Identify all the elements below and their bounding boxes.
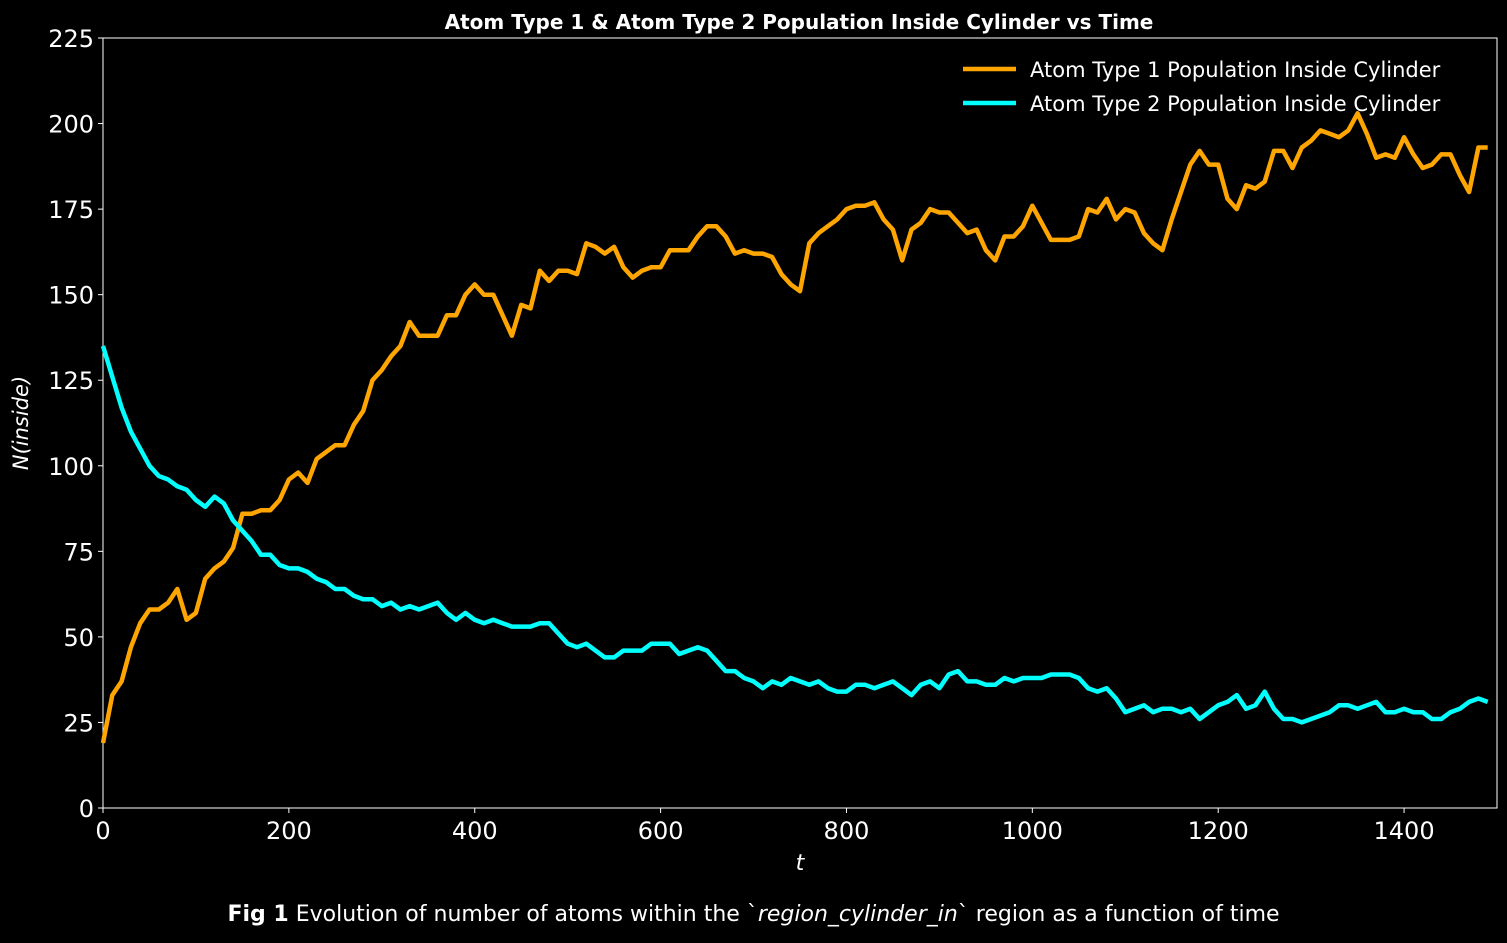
y-tick-label: 100 — [48, 453, 94, 481]
plot-frame — [102, 37, 1498, 809]
x-tick-label: 1400 — [1374, 817, 1435, 845]
y-tick-label: 25 — [63, 709, 94, 737]
x-axis-label: t — [796, 851, 806, 876]
x-tick-label: 600 — [638, 817, 684, 845]
y-tick-label: 225 — [48, 25, 94, 53]
x-tick-label: 200 — [266, 817, 312, 845]
y-tick-label: 175 — [48, 196, 94, 224]
legend: Atom Type 1 Population Inside Cylinder At… — [963, 58, 1441, 116]
y-tick-label: 150 — [48, 282, 94, 310]
x-tick-label: 1200 — [1188, 817, 1249, 845]
y-tick-label: 50 — [63, 624, 94, 652]
legend-label-2: Atom Type 2 Population Inside Cylinder — [1030, 92, 1441, 116]
y-axis-label: N(inside) — [9, 376, 33, 470]
caption-code: region_cylinder_in — [757, 902, 958, 927]
y-tick-label: 200 — [48, 111, 94, 139]
x-tick-label: 800 — [824, 817, 870, 845]
series-line-1 — [100, 111, 1488, 744]
figure-caption: Fig 1 Evolution of number of atoms withi… — [0, 902, 1507, 927]
series-line-2 — [100, 345, 1489, 725]
caption-post: ` region as a function of time — [957, 902, 1280, 927]
chart-title: Atom Type 1 & Atom Type 2 Population Ins… — [445, 10, 1154, 34]
caption-pre: Evolution of number of atoms within the … — [295, 902, 758, 927]
series-layer — [100, 111, 1489, 744]
x-tick-label: 1000 — [1002, 817, 1063, 845]
x-tick-label: 0 — [95, 817, 110, 845]
y-tick-label: 0 — [79, 795, 94, 823]
y-tick-label: 125 — [48, 367, 94, 395]
axes-layer: Atom Type 1 & Atom Type 2 Population Ins… — [9, 10, 1498, 876]
y-tick-label: 75 — [63, 538, 94, 566]
caption-label: Fig 1 — [227, 902, 289, 927]
x-tick-label: 400 — [452, 817, 498, 845]
legend-label-1: Atom Type 1 Population Inside Cylinder — [1030, 58, 1441, 82]
